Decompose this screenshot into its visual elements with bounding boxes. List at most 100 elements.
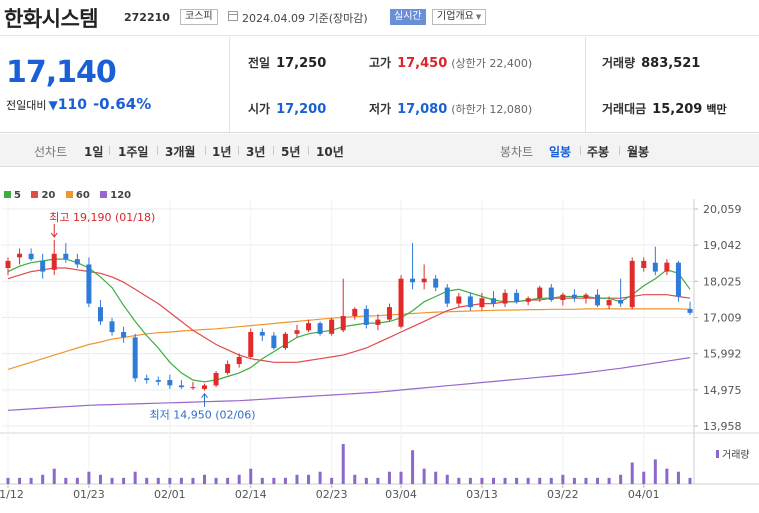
volume-label: 거래량 [722, 450, 750, 461]
candle-body [467, 296, 473, 308]
candle-body [548, 287, 554, 301]
volume-legend: 거래량 [716, 446, 750, 461]
period-weekly[interactable]: 주봉 [587, 145, 610, 159]
candle-body [687, 308, 693, 313]
volume-bar [318, 471, 322, 484]
x-tick-label: 02/14 [235, 488, 267, 501]
separator [273, 146, 274, 155]
candle-body [525, 298, 531, 302]
range-1w[interactable]: 1주일 [118, 145, 149, 159]
range-3m[interactable]: 3개월 [165, 145, 196, 159]
price-change: 전일대비 ▼110 -0.64% [6, 95, 151, 113]
candle-body [248, 332, 254, 357]
legend-swatch [4, 191, 11, 198]
volume-bar [630, 462, 634, 484]
range-1d[interactable]: 1일 [84, 145, 104, 159]
legend-label: 120 [110, 190, 132, 201]
separator [157, 146, 158, 155]
x-tick-label: 03/04 [385, 488, 417, 501]
volume-bar [399, 471, 403, 484]
volume-bar [98, 474, 102, 484]
candle-body [375, 319, 381, 325]
chart-toolbar: 선차트 1일 1주일 3개월 1년 3년 5년 10년 봉차트 일봉 주봉 월봉 [0, 134, 759, 167]
range-10y[interactable]: 10년 [316, 145, 344, 159]
volume-bar [642, 471, 646, 484]
volume-bar [87, 471, 91, 484]
volume-bar [29, 477, 33, 484]
candle-body [74, 259, 80, 265]
volume-bar [64, 477, 68, 484]
line-chart-tab[interactable]: 선차트 [34, 145, 68, 159]
candle-body [225, 364, 231, 373]
range-1y[interactable]: 1년 [212, 145, 232, 159]
volume-bar [249, 468, 253, 484]
candle-body [490, 298, 496, 304]
divider [229, 37, 230, 133]
volume-bar [422, 468, 426, 484]
stat-label: 거래대금 [602, 102, 647, 116]
volume-bar [156, 477, 160, 484]
divider [585, 37, 586, 133]
separator [619, 146, 620, 155]
period-monthly[interactable]: 월봉 [627, 145, 650, 159]
candle-body [202, 385, 208, 389]
high-annotation: 최고 19,190 (01/18) [49, 211, 155, 224]
candle-body [271, 335, 277, 349]
candle-body [155, 380, 161, 382]
change-label: 전일대비 [6, 99, 47, 112]
separator [205, 146, 206, 155]
legend-swatch [65, 191, 73, 198]
candle-body [306, 323, 312, 331]
legend-label: 5 [14, 190, 21, 201]
volume-bar [295, 474, 299, 484]
volume-bar [596, 477, 600, 484]
realtime-button[interactable]: 실시간 [390, 9, 426, 25]
volume-bar [226, 477, 230, 484]
volume-bar [561, 474, 565, 484]
candle-chart-tab[interactable]: 봉차트 [500, 145, 534, 159]
stat-value: 883,521 [641, 56, 701, 71]
candle-body [213, 372, 219, 386]
volume-bar [619, 474, 623, 484]
volume-bar [434, 471, 438, 484]
volume-bar [468, 477, 472, 484]
volume-bar [237, 474, 241, 484]
candle-body [51, 253, 57, 270]
volume-bar [191, 477, 195, 484]
candle-body [144, 378, 150, 381]
period-daily[interactable]: 일봉 [549, 145, 572, 159]
candle-body [317, 323, 323, 334]
candle-body [641, 260, 647, 269]
company-info-button[interactable]: 기업개요 ▼ [432, 9, 487, 25]
legend-swatch [100, 191, 108, 198]
separator [109, 146, 110, 155]
stat-label: 전일 [248, 56, 271, 70]
ma20-line [7, 267, 691, 363]
legend-label: 20 [41, 190, 56, 201]
legend-ma20: 20 [31, 190, 55, 201]
volume-bar [307, 474, 311, 484]
x-tick-label: 03/22 [547, 488, 579, 501]
candle-body [606, 300, 612, 306]
ma60-line [7, 308, 691, 370]
candle-body [282, 333, 288, 349]
y-tick-label: 19,042 [703, 239, 742, 252]
y-tick-label: 13,958 [703, 420, 742, 433]
volume-bar [203, 474, 207, 484]
volume-bar [330, 477, 334, 484]
range-5y[interactable]: 5년 [281, 145, 301, 159]
candle-body [386, 307, 392, 320]
x-tick-label: 01/23 [73, 488, 105, 501]
stat-value: 17,080 [397, 102, 448, 117]
stat-prev-close: 전일 17,250 [248, 54, 326, 71]
volume-bar [353, 474, 357, 484]
x-tick-label: 01/12 [0, 488, 24, 501]
upper-limit: (상한가 22,400) [451, 57, 533, 70]
price-chart[interactable]: 20,059 19,042 18,025 17,009 15,992 14,975 13,9… [0, 167, 759, 513]
volume-bar [122, 477, 126, 484]
low-annotation: 최저 14,950 (02/06) [150, 409, 256, 422]
volume-bar [18, 477, 22, 484]
candle-body [63, 253, 69, 260]
range-3y[interactable]: 3년 [246, 145, 266, 159]
x-tick-label: 02/23 [316, 488, 348, 501]
